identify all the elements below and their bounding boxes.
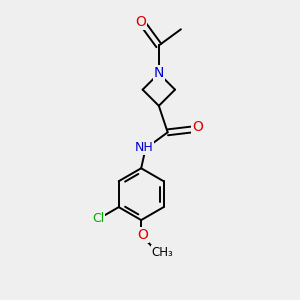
Text: CH₃: CH₃	[152, 246, 173, 259]
Text: N: N	[154, 66, 164, 80]
Text: Cl: Cl	[92, 212, 104, 225]
Text: O: O	[137, 228, 148, 242]
Text: O: O	[135, 15, 146, 29]
Text: O: O	[193, 120, 203, 134]
Text: NH: NH	[135, 141, 154, 154]
